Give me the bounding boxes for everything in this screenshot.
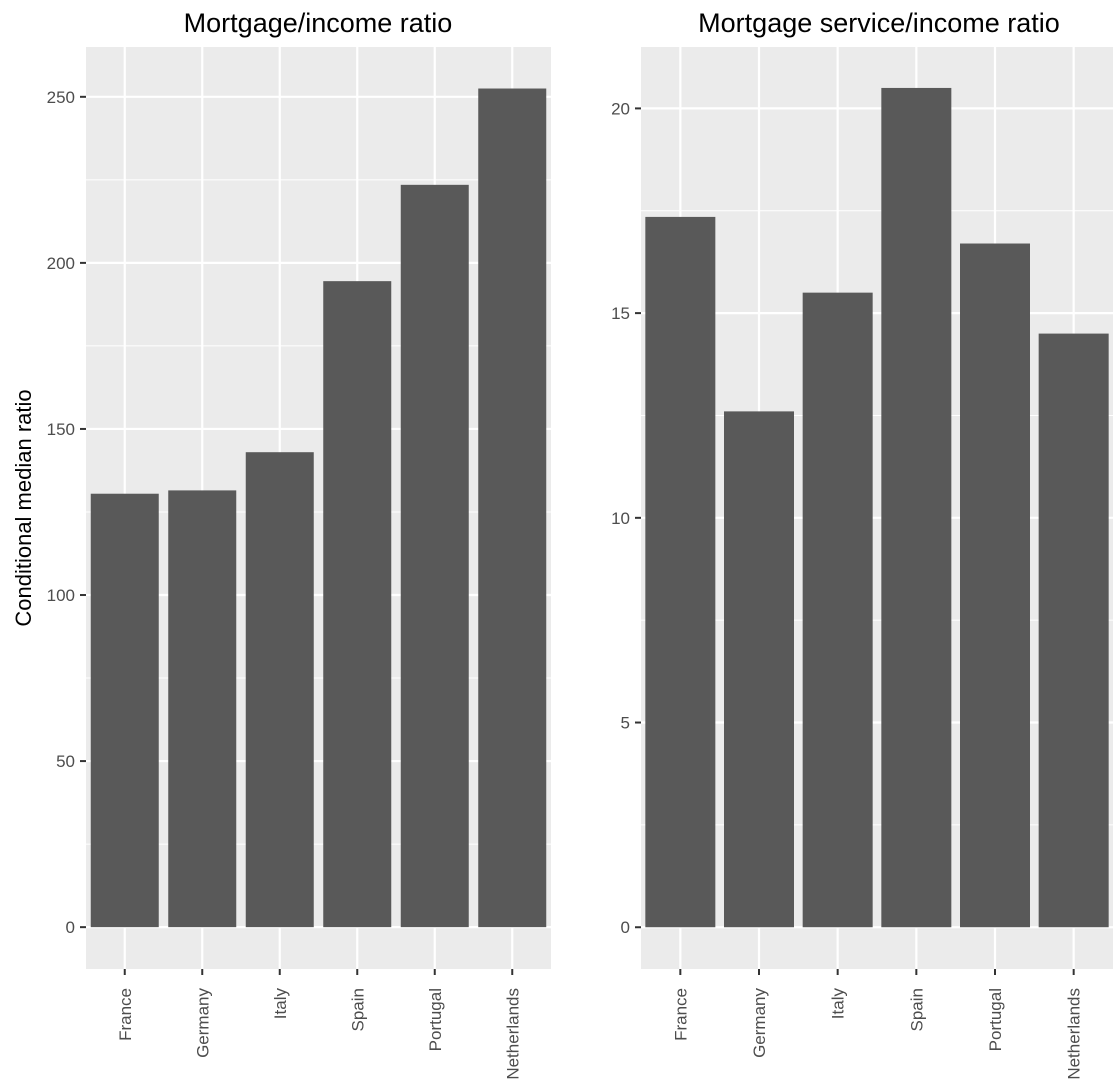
x-tick-label-france: France bbox=[671, 988, 690, 1041]
y-tick-label: 20 bbox=[611, 99, 630, 118]
chart-title: Mortgage/income ratio bbox=[184, 8, 453, 38]
bar-france bbox=[645, 216, 716, 928]
x-tick-label-italy: Italy bbox=[271, 988, 290, 1020]
mortgage-income-panel: 0 50 100 150 200 250 France Germany Italy Spain Po… bbox=[11, 8, 551, 1080]
x-tick-label-germany: Germany bbox=[193, 988, 212, 1058]
x-tick-label-italy: Italy bbox=[829, 988, 848, 1020]
bar-italy bbox=[802, 292, 873, 928]
x-tick-label-spain: Spain bbox=[907, 988, 926, 1031]
bar-spain bbox=[881, 87, 952, 928]
chart-title: Mortgage service/income ratio bbox=[698, 8, 1060, 38]
bar-portugal bbox=[400, 184, 469, 928]
x-tick-label-netherlands: Netherlands bbox=[1065, 988, 1084, 1080]
y-tick-label: 5 bbox=[621, 714, 630, 733]
bar-netherlands bbox=[478, 88, 547, 928]
y-tick-label: 10 bbox=[611, 509, 630, 528]
bar-germany bbox=[724, 411, 794, 928]
y-tick-label: 0 bbox=[621, 918, 630, 937]
bar-portugal bbox=[960, 243, 1030, 928]
x-tick-label-spain: Spain bbox=[348, 988, 367, 1031]
y-tick-label: 200 bbox=[47, 254, 75, 273]
bar-spain bbox=[323, 281, 392, 928]
y-tick-label: 250 bbox=[47, 88, 75, 107]
y-tick-label: 50 bbox=[56, 752, 75, 771]
bar-germany bbox=[168, 490, 237, 928]
y-tick-label: 0 bbox=[66, 918, 75, 937]
panel-background bbox=[86, 47, 551, 969]
bar-italy bbox=[245, 452, 314, 928]
bar-netherlands bbox=[1038, 333, 1109, 928]
y-tick-label: 150 bbox=[47, 420, 75, 439]
y-tick-label: 15 bbox=[611, 304, 630, 323]
panel-background bbox=[641, 47, 1113, 969]
x-tick-label-netherlands: Netherlands bbox=[503, 988, 522, 1080]
x-tick-label-germany: Germany bbox=[750, 988, 769, 1058]
y-tick-label: 100 bbox=[47, 586, 75, 605]
y-axis-label: Conditional median ratio bbox=[11, 389, 36, 626]
mortgage-service-income-panel: 0 5 10 15 20 France Germany Italy Spain Portugal N… bbox=[611, 8, 1113, 1080]
bar-france bbox=[90, 493, 159, 928]
x-tick-label-portugal: Portugal bbox=[426, 988, 445, 1051]
x-tick-label-france: France bbox=[116, 988, 135, 1041]
x-tick-label-portugal: Portugal bbox=[986, 988, 1005, 1051]
